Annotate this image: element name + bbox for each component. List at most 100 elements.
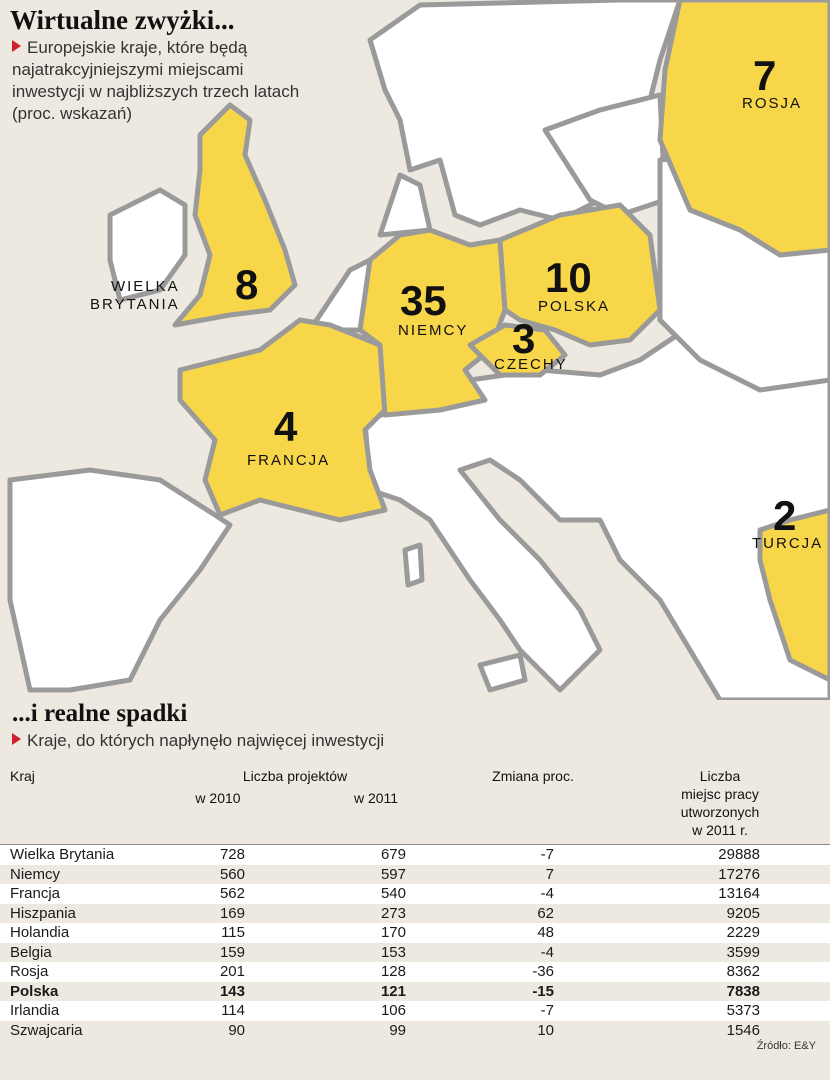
- table-subtitle: Kraje, do których napłynęło najwięcej in…: [12, 730, 384, 752]
- table-row: Holandia 115 170 48 2229: [0, 923, 830, 943]
- header-change: Zmiana proc.: [492, 768, 574, 784]
- table-row: Szwajcaria 90 99 10 1546: [0, 1020, 830, 1040]
- label-polska: POLSKA: [538, 298, 611, 315]
- header-2010: w 2010: [195, 790, 241, 806]
- source-note: Źródło: E&Y: [756, 1040, 816, 1052]
- cell-country: Irlandia: [0, 1001, 190, 1021]
- table-divider: [0, 844, 830, 845]
- header-jobs-line-1: Liczba: [699, 768, 741, 784]
- cell-change: -4: [406, 942, 554, 962]
- label-niemcy: NIEMCY: [398, 322, 469, 339]
- cell-change: -4: [406, 884, 554, 904]
- cell-projects-2011: 128: [245, 962, 406, 982]
- map-subtitle: Europejskie kraje, które będą najatrakcy…: [12, 37, 299, 125]
- cell-projects-2011: 170: [245, 923, 406, 943]
- cell-projects-2010: 115: [190, 923, 245, 943]
- ireland-land: [107, 187, 188, 303]
- map-subtitle-line-3: inwestycji w najbliższych trzech latach: [12, 82, 300, 101]
- cell-projects-2011: 99: [245, 1020, 406, 1040]
- label-wielka-brytania: WIELKA BRYTANIA: [90, 278, 180, 313]
- cell-jobs: 9205: [554, 903, 760, 923]
- cell-change: -7: [406, 1001, 554, 1021]
- cell-jobs: 8362: [554, 962, 760, 982]
- table-row: Hiszpania 169 273 62 9205: [0, 903, 830, 923]
- label-rosja: ROSJA: [742, 95, 803, 112]
- header-jobs: Liczba miejsc pracy utworzonych w 2011 r…: [655, 767, 785, 839]
- row-spacer: [760, 981, 830, 1001]
- germany-shape: [357, 227, 508, 418]
- cell-change: 62: [406, 903, 554, 923]
- cell-country: Belgia: [0, 942, 190, 962]
- header-projects: Liczba projektów: [242, 768, 348, 784]
- cell-change: 10: [406, 1020, 554, 1040]
- row-spacer: [760, 923, 830, 943]
- cell-jobs: 29888: [554, 845, 760, 865]
- cell-country: Rosja: [0, 962, 190, 982]
- uk-shape: [172, 102, 298, 328]
- row-spacer: [760, 845, 830, 865]
- row-spacer: [760, 864, 830, 884]
- cell-projects-2010: 159: [190, 942, 245, 962]
- header-jobs-line-2: miejsc pracy: [681, 786, 759, 802]
- row-spacer: [760, 903, 830, 923]
- table-row: Wielka Brytania 728 679 -7 29888: [0, 845, 830, 865]
- table-row: Polska 143 121 -15 7838: [0, 981, 830, 1001]
- cell-projects-2010: 562: [190, 884, 245, 904]
- cell-projects-2010: 728: [190, 845, 245, 865]
- cell-projects-2011: 679: [245, 845, 406, 865]
- investment-table: Wielka Brytania 728 679 -7 29888 Niemcy 560 597…: [0, 845, 830, 1040]
- cell-jobs: 17276: [554, 864, 760, 884]
- table-subtitle-text: Kraje, do których napłynęło najwięcej in…: [27, 731, 385, 750]
- label-czechy: CZECHY: [494, 356, 568, 373]
- france-shape: [177, 317, 388, 523]
- russia-shape: [657, 0, 830, 258]
- cell-country: Szwajcaria: [0, 1020, 190, 1040]
- table-row: Belgia 159 153 -4 3599: [0, 942, 830, 962]
- cell-country: Francja: [0, 884, 190, 904]
- value-turcja: 2: [773, 492, 797, 539]
- cell-projects-2011: 106: [245, 1001, 406, 1021]
- label-turcja: TURCJA: [752, 535, 824, 552]
- cell-country: Polska: [0, 981, 190, 1001]
- cell-change: -36: [406, 962, 554, 982]
- cell-change: 48: [406, 923, 554, 943]
- cell-country: Niemcy: [0, 864, 190, 884]
- cell-projects-2011: 597: [245, 864, 406, 884]
- arrow-marker-icon: [12, 40, 21, 52]
- row-spacer: [760, 942, 830, 962]
- table-row: Francja 562 540 -4 13164: [0, 884, 830, 904]
- map-subtitle-line-1: Europejskie kraje, które będą: [27, 38, 248, 57]
- cell-projects-2010: 114: [190, 1001, 245, 1021]
- cell-jobs: 13164: [554, 884, 760, 904]
- cell-jobs: 1546: [554, 1020, 760, 1040]
- header-jobs-line-3: utworzonych: [680, 804, 760, 820]
- value-polska: 10: [545, 254, 592, 301]
- turkey-shape: [757, 507, 830, 683]
- arrow-marker-icon: [12, 733, 21, 745]
- row-spacer: [760, 1020, 830, 1040]
- cell-jobs: 3599: [554, 942, 760, 962]
- cell-projects-2011: 121: [245, 981, 406, 1001]
- sicily-land: [477, 652, 528, 693]
- cell-projects-2011: 153: [245, 942, 406, 962]
- cell-change: 7: [406, 864, 554, 884]
- iberia-land: [7, 467, 233, 693]
- corsica-land: [402, 542, 425, 588]
- cell-country: Wielka Brytania: [0, 845, 190, 865]
- cell-change: -15: [406, 981, 554, 1001]
- table-title: ...i realne spadki: [12, 700, 188, 727]
- row-spacer: [760, 884, 830, 904]
- header-2011: w 2011: [353, 790, 399, 806]
- row-spacer: [760, 962, 830, 982]
- cell-projects-2011: 540: [245, 884, 406, 904]
- value-wielka-brytania: 8: [235, 261, 259, 308]
- value-czechy: 3: [512, 315, 536, 362]
- cell-projects-2010: 560: [190, 864, 245, 884]
- cell-projects-2010: 90: [190, 1020, 245, 1040]
- map-title: Wirtualne zwyżki...: [10, 5, 235, 35]
- cell-projects-2010: 201: [190, 962, 245, 982]
- cell-projects-2011: 273: [245, 903, 406, 923]
- cell-country: Hiszpania: [0, 903, 190, 923]
- cell-projects-2010: 143: [190, 981, 245, 1001]
- cell-change: -7: [406, 845, 554, 865]
